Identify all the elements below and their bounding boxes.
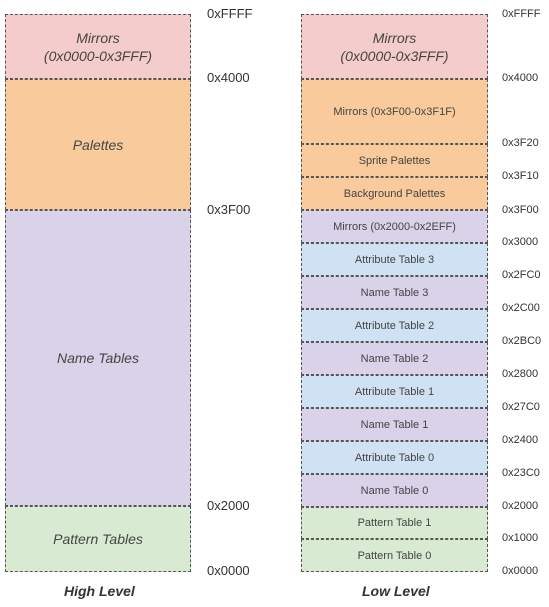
attribute-table-1-block: Attribute Table 1 [301, 375, 488, 408]
block-label: Sprite Palettes [358, 154, 431, 167]
low-address: 0x2BC0 [502, 335, 542, 347]
block-label: Name Table 1 [360, 418, 429, 431]
block-label: Attribute Table 0 [354, 451, 435, 464]
block-label: Attribute Table 1 [354, 385, 435, 398]
block-label: Mirrors (0x2000-0x2EFF) [333, 220, 456, 233]
name-table-3-block: Name Table 3 [301, 276, 488, 309]
high-address: 0x0000 [207, 563, 250, 578]
attribute-table-3-block: Attribute Table 3 [301, 243, 488, 276]
low-nametable-mirrors-block: Mirrors (0x2000-0x2EFF) [301, 210, 488, 243]
high-address: 0xFFFF [207, 6, 253, 21]
high-mirrors-block: Mirrors (0x0000-0x3FFF) [5, 14, 191, 79]
high-address: 0x4000 [207, 70, 250, 85]
low-address: 0x0000 [502, 565, 539, 577]
low-address: 0x3F20 [502, 137, 539, 149]
low-address: 0x2C00 [502, 302, 540, 314]
high-level-caption: High Level [64, 583, 135, 599]
high-mirrors-line1: Mirrors [76, 29, 120, 46]
high-mirrors-label: Mirrors (0x0000-0x3FFF) [44, 29, 152, 65]
low-address: 0x3F10 [502, 170, 539, 182]
low-address: 0x3000 [502, 236, 539, 248]
name-table-2-block: Name Table 2 [301, 342, 488, 375]
high-palettes-label: Palettes [72, 136, 124, 153]
low-address: 0x2800 [502, 368, 539, 380]
pattern-table-0-block: Pattern Table 0 [301, 539, 488, 572]
low-level-caption: Low Level [362, 583, 430, 599]
low-address: 0x3F00 [502, 204, 539, 216]
high-address: 0x2000 [207, 498, 250, 513]
block-label: Attribute Table 2 [354, 319, 435, 332]
high-address: 0x3F00 [207, 202, 251, 217]
low-address: 0x2FC0 [502, 269, 541, 281]
high-name-tables-block: Name Tables [5, 210, 191, 506]
block-label: Mirrors (0x3F00-0x3F1F) [333, 105, 456, 118]
attribute-table-2-block: Attribute Table 2 [301, 309, 488, 342]
high-mirrors-line2: (0x0000-0x3FFF) [43, 47, 153, 64]
low-address: 0x27C0 [502, 401, 540, 413]
low-address: 0x4000 [502, 72, 539, 84]
pattern-table-1-block: Pattern Table 1 [301, 507, 488, 539]
low-address: 0x2400 [502, 434, 539, 446]
name-table-1-block: Name Table 1 [301, 408, 488, 441]
high-name-tables-label: Name Tables [57, 350, 139, 366]
block-label: Name Table 3 [360, 286, 429, 299]
attribute-table-0-block: Attribute Table 0 [301, 441, 488, 474]
high-pattern-tables-label: Pattern Tables [53, 531, 143, 547]
background-palettes-block: Background Palettes [301, 177, 488, 210]
high-pattern-tables-block: Pattern Tables [5, 506, 191, 572]
low-mirrors-label: Mirrors (0x0000-0x3FFF) [340, 29, 448, 65]
block-label: Name Table 0 [360, 484, 429, 497]
low-mirrors-block: Mirrors (0x0000-0x3FFF) [301, 14, 488, 79]
block-label: Pattern Table 1 [357, 517, 432, 529]
low-address: 0x23C0 [502, 467, 540, 479]
block-label: Pattern Table 0 [357, 549, 432, 562]
sprite-palettes-block: Sprite Palettes [301, 144, 488, 177]
low-address: 0xFFFF [502, 8, 541, 20]
block-label: Attribute Table 3 [354, 253, 435, 266]
low-palette-mirrors-block: Mirrors (0x3F00-0x3F1F) [301, 79, 488, 144]
block-label: Name Table 2 [360, 352, 429, 365]
block-label: Background Palettes [343, 187, 446, 200]
low-mirrors-line1: Mirrors [372, 29, 417, 46]
high-palettes-block: Palettes [5, 79, 191, 210]
low-mirrors-line2: (0x0000-0x3FFF) [340, 47, 449, 64]
name-table-0-block: Name Table 0 [301, 474, 488, 507]
low-address: 0x1000 [502, 532, 539, 544]
low-address: 0x2000 [502, 500, 539, 512]
